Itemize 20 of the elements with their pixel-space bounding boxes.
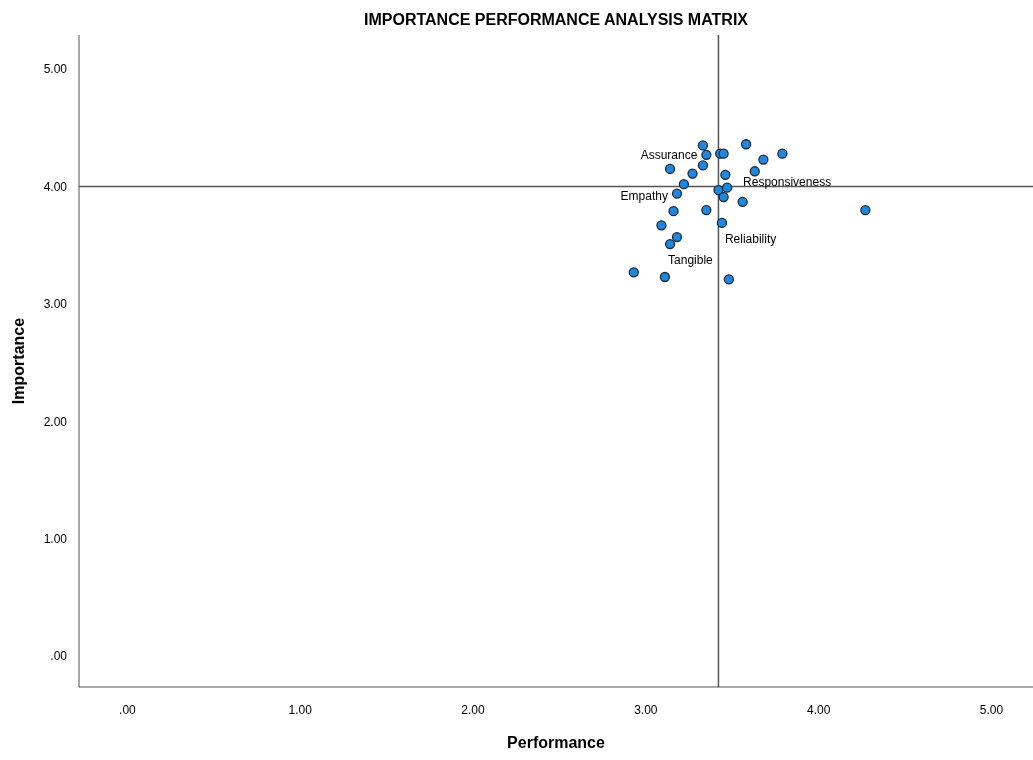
x-tick-label: 2.00 (461, 703, 486, 717)
x-tick-label: 5.00 (979, 703, 1004, 717)
x-tick-label: 4.00 (807, 703, 831, 717)
y-tick-label: .00 (50, 649, 68, 664)
x-tick-label: .00 (119, 703, 137, 717)
y-tick-label: 3.00 (43, 297, 68, 312)
x-tick-label: 1.00 (288, 703, 313, 717)
annotation: Reliability (724, 231, 777, 246)
annotation: Empathy (620, 188, 668, 203)
annotation: Assurance (640, 147, 698, 162)
chart-title: IMPORTANCE PERFORMANCE ANALYSIS MATRIX (363, 11, 749, 28)
annotation: Responsiveness (743, 174, 832, 189)
y-tick-label: 1.00 (43, 531, 68, 546)
y-tick-label: 4.00 (43, 179, 68, 194)
x-tick-label: 3.00 (634, 703, 658, 717)
y-axis-title: Importance (10, 317, 27, 405)
annotation: Tangible (668, 253, 714, 268)
y-tick-label: 5.00 (43, 62, 68, 77)
x-axis-title: Performance (507, 734, 606, 751)
y-tick-label: 2.00 (43, 414, 68, 429)
